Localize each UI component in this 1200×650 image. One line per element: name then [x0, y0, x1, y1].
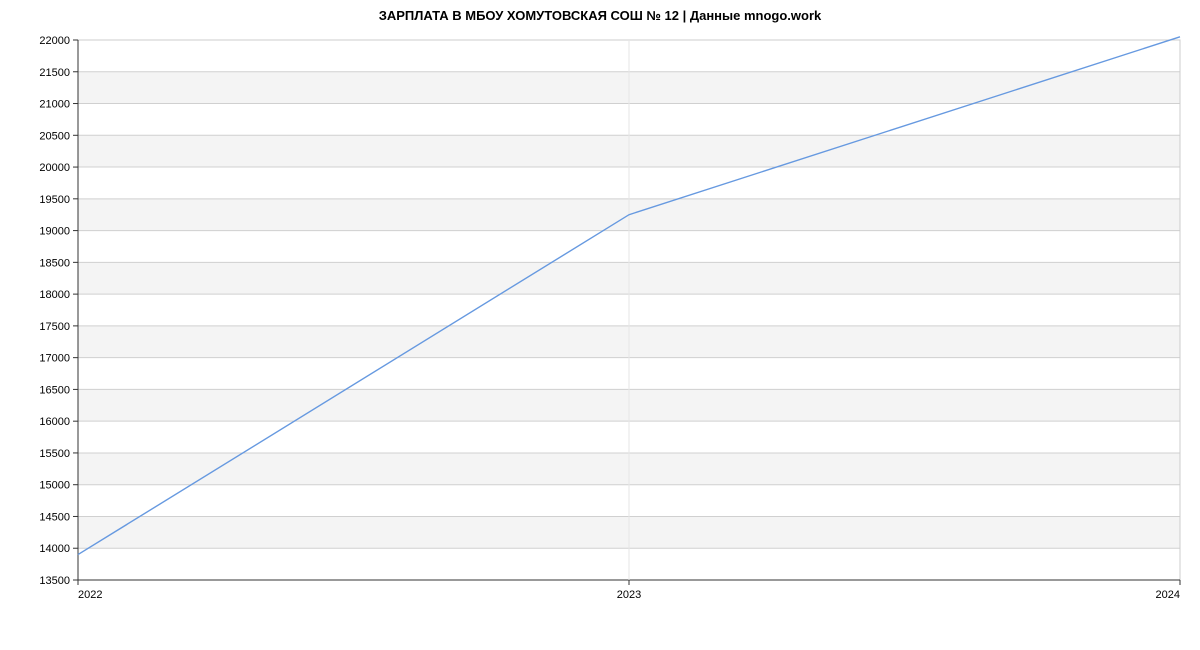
y-tick-label: 16500 [39, 384, 70, 396]
y-tick-label: 17500 [39, 321, 70, 333]
y-tick-label: 15500 [39, 448, 70, 460]
x-tick-label: 2022 [78, 589, 102, 601]
y-tick-label: 20000 [39, 162, 70, 174]
y-tick-label: 15000 [39, 480, 70, 492]
y-tick-label: 16000 [39, 416, 70, 428]
y-tick-label: 19500 [39, 194, 70, 206]
x-tick-label: 2024 [1156, 589, 1180, 601]
y-tick-label: 18000 [39, 289, 70, 301]
y-tick-label: 21000 [39, 99, 70, 111]
salary-line-chart: ЗАРПЛАТА В МБОУ ХОМУТОВСКАЯ СОШ № 12 | Д… [0, 0, 1200, 650]
y-tick-label: 19000 [39, 226, 70, 238]
y-tick-label: 20500 [39, 130, 70, 142]
y-tick-label: 14500 [39, 511, 70, 523]
y-tick-label: 22000 [39, 35, 70, 47]
y-tick-label: 17000 [39, 353, 70, 365]
y-tick-label: 21500 [39, 67, 70, 79]
x-tick-label: 2023 [617, 589, 641, 601]
y-tick-label: 13500 [39, 575, 70, 587]
y-tick-label: 18500 [39, 257, 70, 269]
y-tick-label: 14000 [39, 543, 70, 555]
chart-svg: 13500 14000 14500 15000 15500 16000 16500 17000… [0, 0, 1200, 650]
